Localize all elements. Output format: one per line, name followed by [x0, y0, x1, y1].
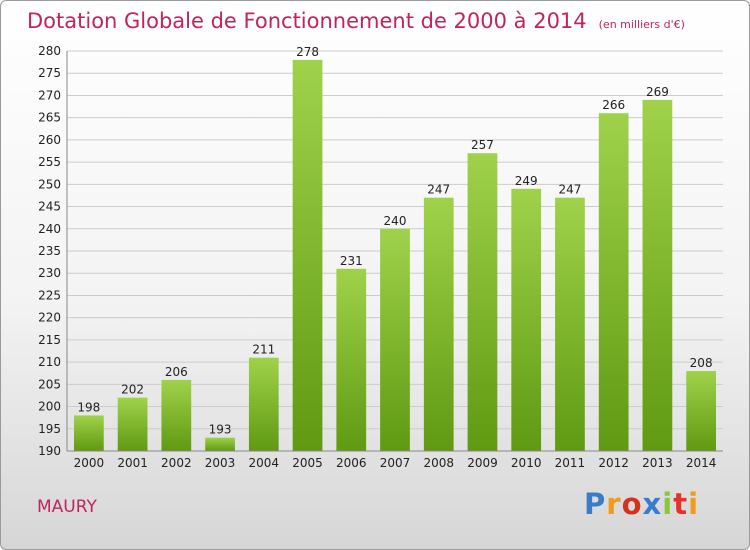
y-tick-label: 240 — [38, 222, 61, 236]
bar — [161, 379, 192, 451]
bar-value-label: 247 — [558, 183, 581, 197]
chart-title-text: Dotation Globale de Fonctionnement de 20… — [27, 9, 587, 33]
x-tick-label: 2011 — [555, 456, 586, 470]
bar — [292, 59, 323, 452]
x-tick-label: 2000 — [74, 456, 105, 470]
bar-value-label: 257 — [471, 138, 494, 152]
bar-value-label: 269 — [646, 85, 669, 99]
bar-value-label: 231 — [340, 254, 363, 268]
bar — [511, 188, 542, 451]
bar-value-label: 202 — [121, 383, 144, 397]
bar-value-label: 240 — [384, 214, 407, 228]
bar-value-label: 211 — [252, 343, 275, 357]
bar — [336, 268, 367, 451]
x-tick-label: 2013 — [642, 456, 673, 470]
bar — [467, 153, 498, 451]
y-tick-label: 215 — [38, 333, 61, 347]
y-axis: 190 195 200 205 210 215 220 225 230 235 240 245 250 2… — [38, 44, 68, 458]
bar — [117, 397, 148, 451]
y-tick-label: 280 — [38, 44, 61, 58]
bar-value-label: 193 — [209, 423, 232, 437]
y-tick-label: 265 — [38, 111, 61, 125]
y-tick-label: 275 — [38, 66, 61, 80]
bar — [555, 197, 585, 451]
y-tick-label: 250 — [38, 177, 61, 191]
logo-letter: t — [673, 487, 689, 521]
y-tick-label: 245 — [38, 200, 61, 214]
x-axis: 2000 2001 2002 2003 2004 2005 2006 2007 2008 2009… — [67, 450, 723, 470]
bar-value-label: 278 — [296, 45, 319, 59]
y-tick-label: 210 — [38, 355, 61, 369]
logo-letter: i — [662, 487, 674, 521]
y-tick-label: 230 — [38, 266, 61, 280]
y-tick-label: 235 — [38, 244, 61, 258]
y-tick-label: 195 — [38, 422, 61, 436]
bar — [423, 197, 454, 451]
x-tick-label: 2007 — [380, 456, 411, 470]
town-name: MAURY — [37, 497, 97, 517]
bar — [73, 415, 104, 451]
x-tick-label: 2005 — [292, 456, 323, 470]
chart-unit: (en milliers d'€) — [598, 18, 685, 31]
logo-letter: i — [688, 487, 700, 521]
chart-title: Dotation Globale de Fonctionnement de 20… — [27, 9, 685, 33]
logo-letter: P — [584, 487, 607, 521]
x-tick-label: 2008 — [423, 456, 454, 470]
y-tick-label: 220 — [38, 311, 61, 325]
x-tick-label: 2001 — [117, 456, 148, 470]
bars: 198 202 206 193 211 278 231 240 247 257 249 247 266 2… — [73, 45, 717, 452]
bar-value-label: 206 — [165, 365, 188, 379]
bar-value-label: 198 — [77, 400, 100, 414]
y-tick-label: 255 — [38, 155, 61, 169]
bar — [248, 357, 279, 451]
y-tick-label: 270 — [38, 88, 61, 102]
logo-letter: x — [642, 487, 663, 521]
x-tick-label: 2012 — [598, 456, 629, 470]
x-tick-label: 2010 — [511, 456, 542, 470]
x-tick-label: 2004 — [249, 456, 280, 470]
bar-value-label: 208 — [690, 356, 713, 370]
x-tick-label: 2003 — [205, 456, 236, 470]
bar-value-label: 249 — [515, 174, 538, 188]
bar-value-label: 266 — [602, 98, 625, 112]
x-tick-label: 2006 — [336, 456, 367, 470]
x-tick-label: 2014 — [686, 456, 717, 470]
bar-value-label: 247 — [427, 183, 450, 197]
x-tick-label: 2009 — [467, 456, 498, 470]
proxiti-logo[interactable]: Proxiti — [584, 487, 699, 521]
bar — [380, 228, 410, 451]
bar — [642, 99, 673, 451]
y-tick-label: 200 — [38, 400, 61, 414]
x-tick-label: 2002 — [161, 456, 192, 470]
y-tick-label: 260 — [38, 133, 61, 147]
bar — [205, 437, 235, 451]
y-tick-label: 190 — [38, 444, 61, 458]
y-tick-label: 225 — [38, 288, 61, 302]
y-tick-label: 205 — [38, 377, 61, 391]
bar — [686, 371, 717, 451]
logo-letter: o — [621, 487, 643, 521]
logo-letter: r — [606, 487, 622, 521]
bar — [598, 113, 629, 451]
